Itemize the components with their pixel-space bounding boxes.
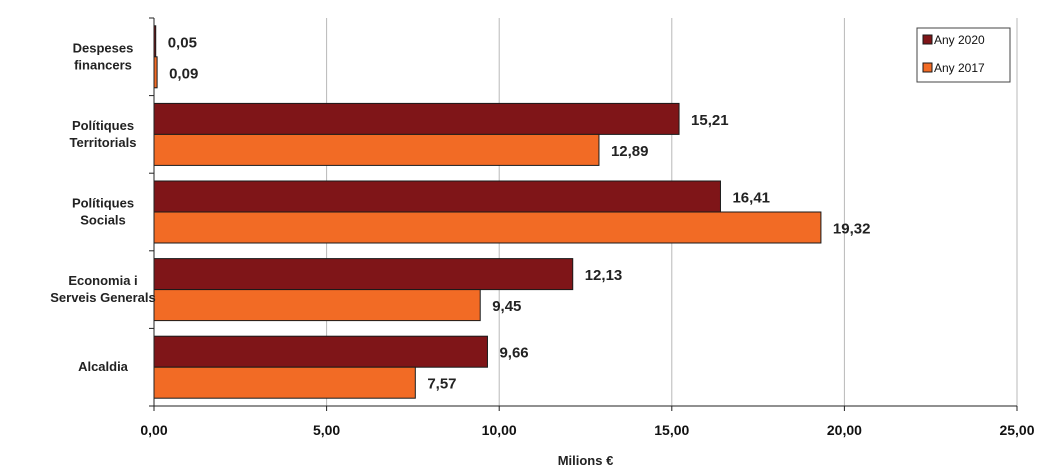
value-labels: 0,05 0,09 15,21 12,89 16,41 19,32 12,13 9,45 9,6… [168,34,871,392]
value-label: 12,13 [585,267,623,284]
category-label: Polítiques Socials [72,196,134,228]
bars [153,25,822,399]
value-label: 12,89 [611,143,649,160]
x-tick-label: 25,00 [999,422,1034,438]
axes [149,17,1018,411]
x-axis-title: Milions € [558,453,614,468]
category-label: Alcaldia [78,359,129,374]
value-label: 0,05 [168,34,197,51]
legend-items: Any 2020 Any 2017 [922,33,985,75]
x-tick-labels: 0,00 5,00 10,00 15,00 20,00 25,00 [140,422,1034,438]
category-label: Polítiques Territorials [70,118,137,150]
value-label: 7,57 [427,376,456,393]
value-label: 15,21 [691,112,729,129]
category-label: Despeses financers [73,40,134,72]
category-label: Economia i Serveis Generals [50,273,156,305]
bar-any-2020 [153,180,721,213]
legend-swatch [922,62,933,73]
x-tick-label: 20,00 [827,422,862,438]
legend-label: Any 2017 [934,61,985,75]
value-label: 9,45 [492,298,521,315]
value-label: 19,32 [833,221,871,238]
bar-any-2020 [153,258,574,291]
bar-any-2017 [153,289,481,322]
legend-swatch [922,34,933,45]
legend: Any 2020 Any 2017 [916,27,1011,83]
value-label: 16,41 [732,190,770,207]
value-label: 9,66 [499,345,528,362]
category-labels: Despeses financers Polítiques Territorials P… [50,40,156,374]
x-tick-label: 10,00 [482,422,517,438]
bar-any-2020 [153,102,680,135]
x-tick-label: 15,00 [654,422,689,438]
legend-label: Any 2020 [934,33,985,47]
bar-any-2017 [153,211,822,244]
x-tick-label: 0,00 [140,422,167,438]
bar-any-2017 [153,366,416,399]
bar-any-2017 [153,133,600,166]
value-label: 0,09 [169,65,198,82]
bar-any-2020 [153,335,488,368]
x-tick-label: 5,00 [313,422,340,438]
